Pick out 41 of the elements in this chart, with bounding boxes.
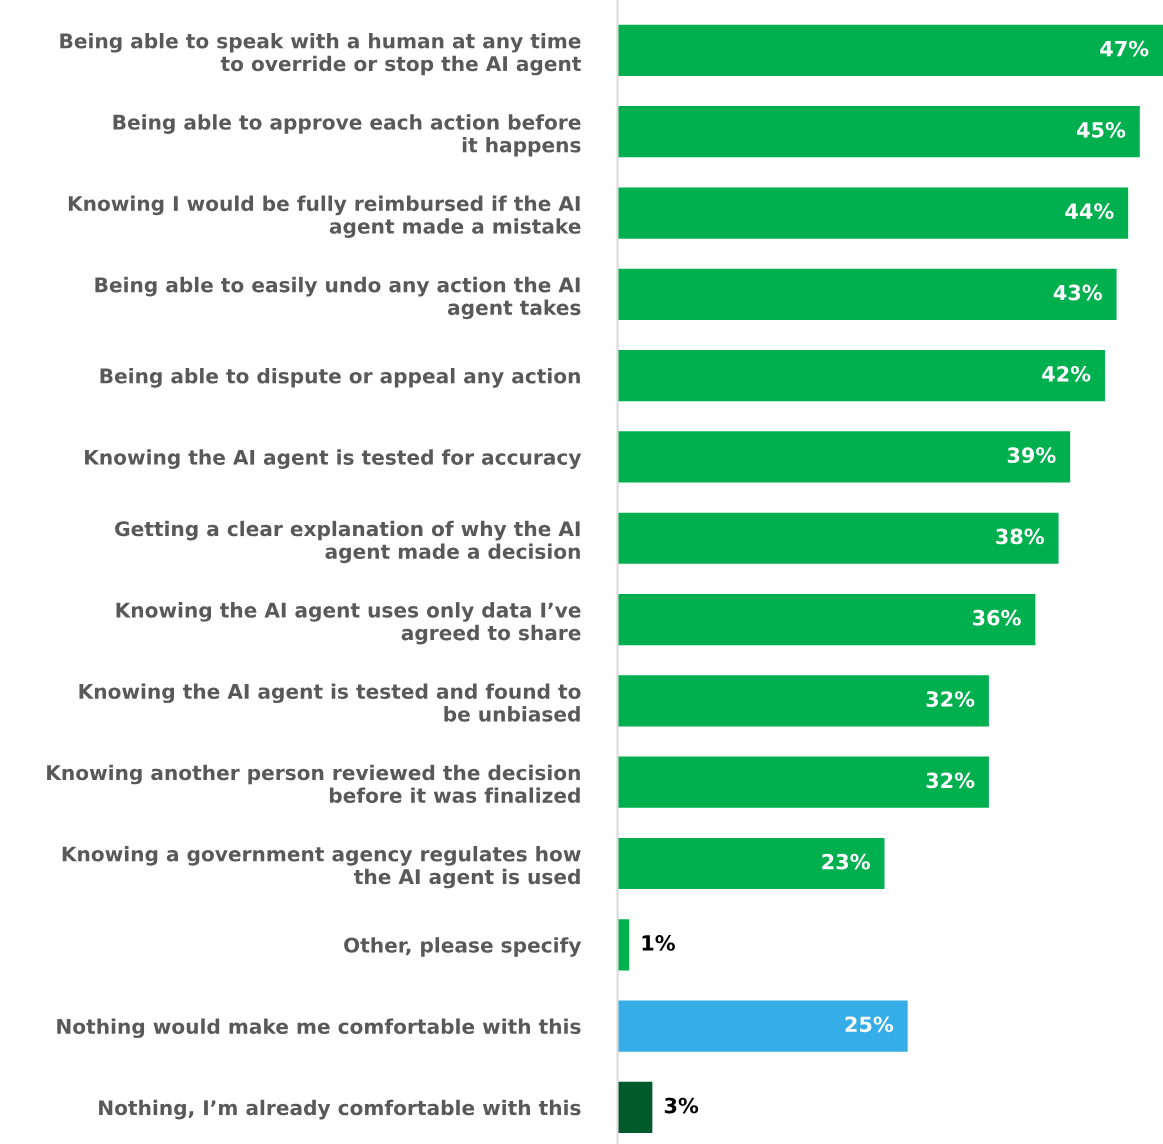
y-tick-label: Being able to approve each action before it happens bbox=[113, 114, 581, 157]
bar bbox=[617, 675, 989, 727]
bar bbox=[617, 431, 1071, 483]
y-tick-label: Being able to easily undo any action the AI agent takes bbox=[95, 276, 581, 320]
data-label: 25% bbox=[845, 1016, 894, 1033]
data-label: 44% bbox=[1065, 203, 1114, 220]
bar bbox=[617, 593, 1036, 646]
y-tick-label: Knowing another person reviewed the decision before it was finalized bbox=[47, 764, 580, 803]
data-label: 36% bbox=[972, 609, 1021, 626]
y-tick-label: Knowing I would be fully reimbursed if the AI agent made a mistake bbox=[68, 195, 581, 238]
data-label: 3% bbox=[664, 1097, 699, 1114]
y-tick-label: Getting a clear explanation of why the AI agent made a decision bbox=[115, 520, 580, 564]
bar bbox=[617, 756, 989, 808]
bar bbox=[617, 512, 1059, 564]
y-tick-label: Knowing the AI agent is tested for accuracy bbox=[85, 449, 582, 469]
data-label: 43% bbox=[1053, 284, 1103, 301]
y-tick-label: Being able to speak with a human at any time to override or stop the AI agent bbox=[60, 32, 581, 76]
y-tick-label: Knowing the AI agent is tested and found to be unbiased bbox=[79, 683, 581, 722]
y-tick-label: Knowing the AI agent uses only data I’ve agreed to share bbox=[116, 602, 581, 645]
bar bbox=[617, 837, 885, 890]
data-label: 23% bbox=[822, 853, 870, 870]
bar bbox=[617, 350, 1105, 402]
bar bbox=[617, 1000, 908, 1052]
bar bbox=[617, 1081, 653, 1134]
bar bbox=[617, 106, 1140, 158]
data-label: 47% bbox=[1100, 40, 1149, 57]
bar bbox=[617, 268, 1117, 320]
data-label: 32% bbox=[926, 691, 975, 707]
y-tick-label: Knowing a government agency regulates how the AI agent is used bbox=[62, 846, 581, 889]
data-label: 45% bbox=[1076, 122, 1126, 138]
data-label: 42% bbox=[1042, 365, 1091, 382]
y-tick-label: Nothing, I’m already comfortable with this bbox=[99, 1099, 581, 1120]
data-label: 1% bbox=[642, 935, 675, 951]
y-tick-label: Nothing would make me comfortable with this bbox=[57, 1018, 581, 1039]
data-label: 39% bbox=[1007, 447, 1056, 463]
data-label: 38% bbox=[996, 528, 1044, 545]
bar bbox=[617, 24, 1163, 77]
y-tick-label: Being able to dispute or appeal any action bbox=[100, 367, 580, 388]
bar bbox=[617, 187, 1129, 239]
y-tick-label: Other, please specify bbox=[344, 937, 582, 957]
data-label: 32% bbox=[926, 772, 975, 789]
